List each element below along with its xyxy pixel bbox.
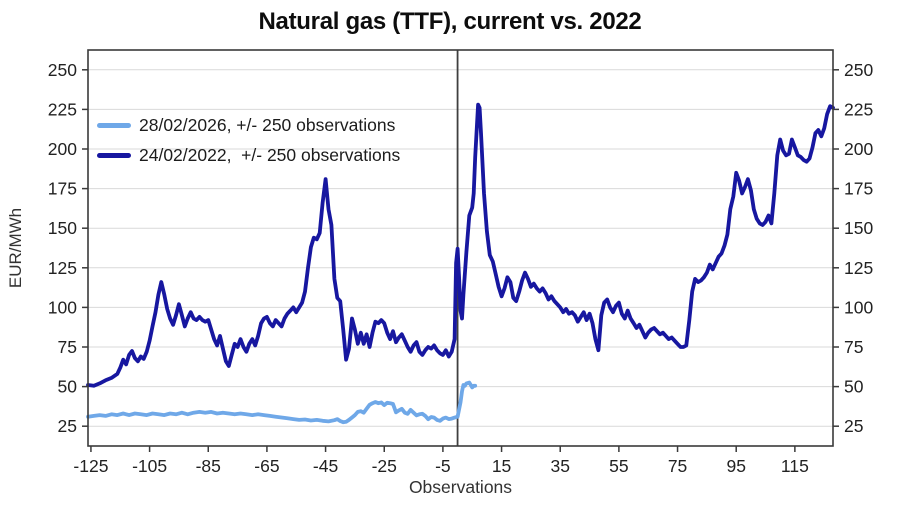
svg-text:100: 100 [844,297,873,317]
svg-text:25: 25 [844,416,863,436]
svg-text:100: 100 [48,297,77,317]
svg-text:250: 250 [844,60,873,80]
svg-text:35: 35 [550,456,569,476]
series-line-1 [86,102,835,388]
svg-text:-105: -105 [132,456,167,476]
svg-text:-5: -5 [435,456,451,476]
axis-tick-labels: 25 25 50 50 75 75 100 100 125 125 150 150 175 175 200 2… [48,60,874,476]
legend-item-2026: 28/02/2026, +/- 250 observations [97,114,400,137]
svg-text:225: 225 [48,99,77,119]
legend-line-swatch-2022 [97,153,131,158]
legend: 28/02/2026, +/- 250 observations 24/02/2… [97,114,400,167]
svg-text:175: 175 [844,179,873,199]
svg-text:15: 15 [492,456,511,476]
svg-text:225: 225 [844,99,873,119]
x-axis-label: Observations [408,477,513,497]
svg-text:-45: -45 [313,456,338,476]
svg-text:-85: -85 [196,456,221,476]
svg-text:55: 55 [609,456,628,476]
legend-item-2022: 24/02/2022, +/- 250 observations [97,144,400,167]
axis-ticks [82,69,839,452]
svg-text:95: 95 [726,456,745,476]
gridlines [88,69,833,427]
svg-text:200: 200 [844,139,873,159]
svg-text:25: 25 [58,416,77,436]
svg-text:-125: -125 [73,456,108,476]
svg-text:150: 150 [48,218,77,238]
svg-text:200: 200 [48,139,77,159]
svg-text:-65: -65 [254,456,279,476]
legend-label-2026: 28/02/2026, +/- 250 observations [139,115,396,135]
svg-text:-25: -25 [372,456,397,476]
svg-text:125: 125 [48,258,77,278]
svg-text:250: 250 [48,60,77,80]
svg-text:50: 50 [58,377,78,397]
svg-text:75: 75 [844,337,863,357]
chart-title: Natural gas (TTF), current vs. 2022 [258,8,642,35]
legend-line-swatch-2026 [97,123,131,128]
y-axis-label: EUR/MWh [6,207,25,289]
svg-text:125: 125 [844,258,873,278]
svg-text:175: 175 [48,179,77,199]
svg-text:50: 50 [844,377,864,397]
legend-label-2022: 24/02/2022, +/- 250 observations [139,145,401,165]
series-line-0 [86,380,478,425]
svg-text:150: 150 [844,218,873,238]
svg-text:75: 75 [668,456,687,476]
svg-text:115: 115 [781,456,809,476]
svg-text:75: 75 [58,337,77,357]
plot-frame [87,49,834,447]
